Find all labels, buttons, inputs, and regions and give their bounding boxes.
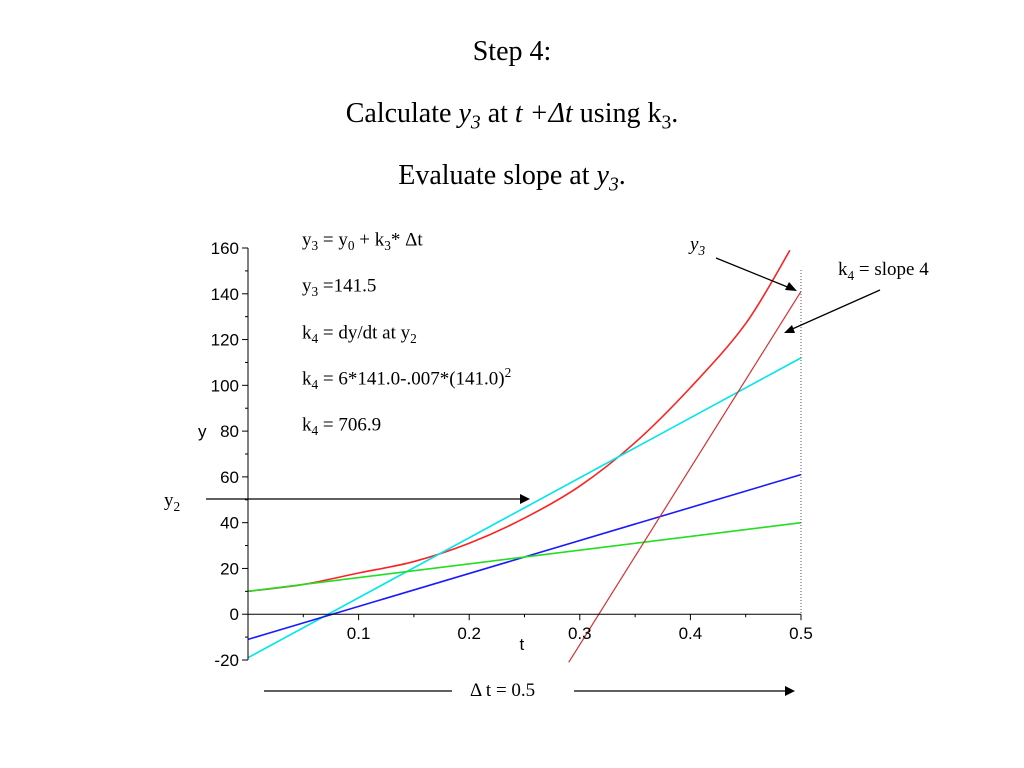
- x-tick-label: 0.4: [679, 624, 703, 643]
- note-row: k4 = dy/dt at y2: [302, 322, 417, 347]
- x-tick-label: 0.2: [457, 624, 481, 643]
- y-tick-label: 80: [220, 422, 239, 441]
- y-tick-label: 140: [211, 285, 239, 304]
- x-tick-label: 0.3: [568, 624, 592, 643]
- y-tick-label: 120: [211, 331, 239, 350]
- y3-label: y3: [690, 234, 706, 258]
- y-tick-label: 160: [211, 239, 239, 258]
- y-tick-label: 0: [230, 605, 239, 624]
- k4-slope-label: k4 = slope 4: [838, 259, 929, 283]
- series-line-4: [247, 521, 802, 593]
- note-row: y3 = y0 + k3* Δt: [302, 229, 423, 254]
- y3-arrow-head: [785, 282, 797, 291]
- note-row: k4 = 6*141.0-.007*(141.0)2: [302, 365, 512, 393]
- k4-arrow-line: [789, 289, 881, 331]
- y-tick-label: 100: [211, 376, 239, 395]
- y-axis-label: y: [198, 422, 207, 441]
- axes-layer: -20 0 20 40 60 80 100 120 140 160 0.1 0.2 0.3 0.4 0.5 y…: [198, 239, 813, 670]
- series-line-1: [247, 249, 791, 593]
- series-layer: [247, 249, 802, 663]
- dt-arrow-head: [785, 686, 795, 696]
- y2-arrow-head: [520, 494, 530, 504]
- x-axis-label: t: [520, 635, 525, 654]
- y-tick-label: 60: [220, 468, 239, 487]
- y2-label: y2: [164, 490, 181, 514]
- k4-arrow-head: [784, 325, 795, 333]
- note-row: k4 = 706.9: [302, 414, 382, 439]
- series-line-5: [568, 291, 802, 663]
- y3-arrow-line: [715, 257, 791, 289]
- delta-t-label: Δ t = 0.5: [470, 680, 536, 701]
- note-row: y3 =141.5: [302, 275, 377, 300]
- x-tick-label: 0.1: [347, 624, 371, 643]
- y-tick-label: -20: [214, 651, 239, 670]
- series-line-2: [247, 357, 802, 659]
- x-tick-label: 0.5: [789, 624, 813, 643]
- y-tick-label: 40: [220, 514, 239, 533]
- slide-subtitle-line-2: Calculate y3 at t +Δt using k3.: [345, 98, 679, 134]
- y-tick-label: 20: [220, 559, 239, 578]
- annotation-arrows: [206, 257, 881, 696]
- slide-title: Step 4:: [472, 36, 552, 67]
- slide-subtitle-line-3: Evaluate slope at y3.: [398, 160, 626, 196]
